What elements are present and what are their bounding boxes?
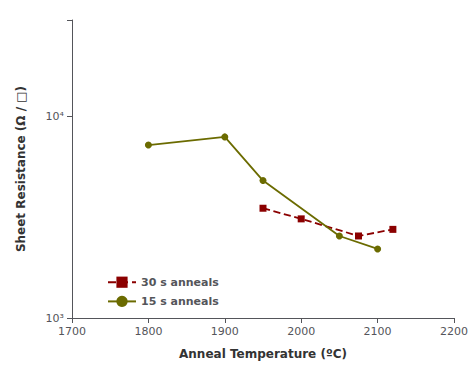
svg-text:1700: 1700	[58, 325, 86, 338]
svg-text:15 s anneals: 15 s anneals	[141, 295, 219, 308]
svg-text:Anneal Temperature (ºC): Anneal Temperature (ºC)	[179, 347, 347, 361]
svg-text:2000: 2000	[287, 325, 315, 338]
svg-text:10⁴: 10⁴	[46, 110, 65, 123]
svg-text:1800: 1800	[134, 325, 162, 338]
svg-text:10³: 10³	[46, 312, 64, 325]
svg-text:2200: 2200	[440, 325, 468, 338]
svg-text:30 s anneals: 30 s anneals	[141, 276, 219, 289]
svg-text:1900: 1900	[211, 325, 239, 338]
svg-text:2100: 2100	[364, 325, 392, 338]
svg-text:Sheet Resistance (Ω / □): Sheet Resistance (Ω / □)	[14, 86, 28, 252]
